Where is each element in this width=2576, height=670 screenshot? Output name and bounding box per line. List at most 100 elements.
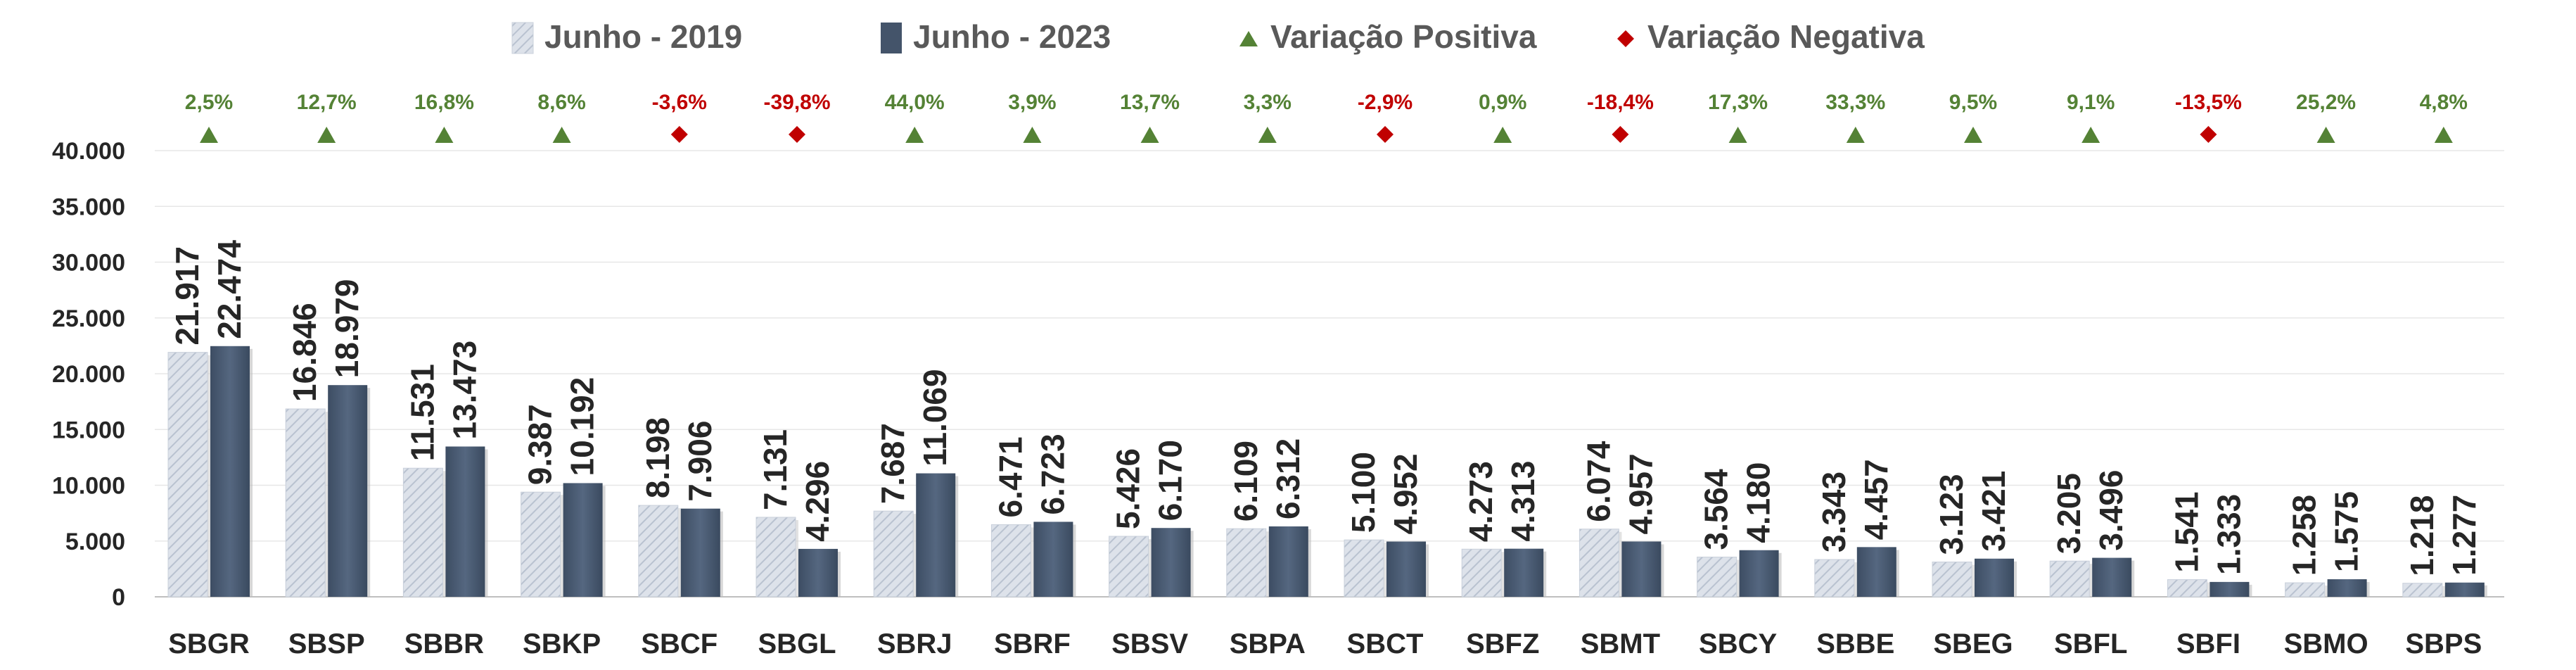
negative-diamond-marker — [1612, 126, 1629, 143]
variation-positive-label: 17,3% — [1708, 91, 1768, 114]
bar-2019 — [1226, 528, 1267, 598]
data-label-2023: 11.069 — [917, 369, 953, 466]
bars — [167, 346, 2487, 598]
positive-triangle-marker — [1140, 127, 1159, 143]
data-label-2023: 4.457 — [1858, 459, 1894, 540]
variation-positive-label: 16,8% — [414, 91, 474, 114]
data-label-2019: 6.109 — [1228, 441, 1264, 522]
negative-diamond-marker — [789, 126, 805, 143]
variation-negative-label: -3,6% — [652, 91, 707, 114]
data-label-2019: 11.531 — [404, 364, 440, 461]
bar-2023 — [1504, 548, 1544, 597]
bar-2019 — [1579, 529, 1619, 598]
bar-2023 — [328, 385, 368, 597]
variation-row: 2,5% 12,7% 16,8% 8,6% -3,6% -39,8% 44,0% 3,9% 13… — [185, 91, 2468, 143]
variation-negative-label: -18,4% — [1587, 91, 1654, 114]
bar-2023 — [1739, 550, 1779, 597]
y-tick-label: 15.000 — [52, 417, 125, 443]
data-label-2023: 4.952 — [1387, 453, 1424, 534]
bar-2023 — [563, 483, 603, 597]
x-category-label: SBCT — [1347, 628, 1424, 659]
variation-negative-label: -2,9% — [1358, 91, 1413, 114]
positive-triangle-marker — [200, 127, 218, 143]
legend-label: Variação Positiva — [1270, 18, 1537, 55]
bar-2019 — [2402, 583, 2443, 598]
y-tick-label: 30.000 — [52, 250, 125, 277]
gridlines — [155, 150, 2504, 598]
legend: Junho - 2019 Junho - 2023 Variação Positiv… — [511, 18, 1925, 55]
data-label-2023: 6.312 — [1270, 438, 1306, 519]
data-label-2019: 5.100 — [1345, 452, 1382, 533]
data-label-2019: 21.917 — [169, 246, 205, 346]
data-label-2019: 3.123 — [1933, 474, 1970, 555]
y-tick-label: 25.000 — [52, 305, 125, 332]
x-category-label: SBGL — [758, 628, 836, 659]
data-label-2023: 13.473 — [446, 341, 483, 440]
data-label-2023: 7.906 — [682, 421, 718, 502]
data-label-2019: 9.387 — [522, 404, 559, 485]
variation-positive-label: 13,7% — [1120, 91, 1180, 114]
bar-2023 — [445, 446, 485, 597]
data-label-2023: 6.723 — [1034, 434, 1071, 514]
legend-swatch-2019 — [511, 22, 534, 54]
data-label-2023: 3.496 — [2093, 469, 2129, 550]
data-label-2023: 4.957 — [1622, 453, 1659, 534]
data-label-2023: 6.170 — [1152, 440, 1189, 521]
y-tick-label: 5.000 — [65, 529, 125, 555]
bar-2019 — [167, 352, 208, 598]
bar-2019 — [1814, 559, 1855, 598]
x-category-label: SBRJ — [877, 628, 952, 659]
bar-2019 — [1344, 539, 1384, 598]
data-label-2019: 3.205 — [2051, 473, 2087, 554]
negative-diamond-marker — [2200, 126, 2217, 143]
variation-positive-label: 3,3% — [1244, 91, 1292, 114]
data-label-2019: 16.846 — [286, 303, 323, 402]
data-label-2019: 7.687 — [874, 423, 911, 504]
positive-triangle-marker — [1493, 127, 1512, 143]
data-label-2019: 4.273 — [1462, 461, 1499, 542]
y-tick-label: 20.000 — [52, 361, 125, 388]
legend-swatch-2023 — [881, 23, 902, 53]
bar-2019 — [873, 510, 914, 598]
positive-triangle-marker — [552, 127, 571, 143]
x-category-label: SBPA — [1230, 628, 1306, 659]
positive-triangle-marker — [1258, 127, 1277, 143]
x-category-label: SBFI — [2176, 628, 2240, 659]
bar-2019 — [1697, 557, 1737, 598]
positive-triangle-marker — [2434, 127, 2453, 143]
positive-triangle-marker — [435, 127, 454, 143]
positive-triangle-marker — [1964, 127, 1982, 143]
legend-label: Junho - 2023 — [913, 18, 1111, 55]
variation-positive-label: 8,6% — [537, 91, 585, 114]
bar-2019 — [2167, 579, 2207, 598]
bar-2019 — [521, 491, 561, 598]
data-label-2019: 3.564 — [1698, 469, 1735, 550]
positive-triangle-marker — [905, 127, 924, 143]
bar-2023 — [1975, 558, 2014, 597]
x-category-label: SBCY — [1699, 628, 1777, 659]
data-label-2019: 5.426 — [1110, 448, 1147, 529]
y-tick-label: 40.000 — [52, 138, 125, 165]
x-category-label: SBFL — [2054, 628, 2127, 659]
data-label-2019: 3.343 — [1816, 472, 1852, 552]
x-category-label: SBGR — [168, 628, 250, 659]
x-category-label: SBBE — [1816, 628, 1894, 659]
legend-triangle-marker — [1239, 31, 1258, 46]
bar-2023 — [210, 346, 250, 597]
bar-2023 — [916, 473, 956, 597]
variation-positive-label: 25,2% — [2296, 91, 2356, 114]
y-axis: 0 5.000 10.000 15.000 20.000 25.000 30.000 35.0… — [52, 138, 125, 611]
bar-2019 — [1461, 548, 1502, 598]
variation-positive-label: 9,1% — [2067, 91, 2115, 114]
x-axis: SBGR SBSP SBBR SBKP SBCF SBGL SBRJ SBRF SBSV SBPA… — [168, 628, 2482, 659]
x-category-label: SBEG — [1933, 628, 2013, 659]
legend-label: Junho - 2019 — [544, 18, 742, 55]
data-label-2023: 3.421 — [1975, 471, 2012, 552]
bar-data-labels: 21.917 22.474 16.846 18.979 11.531 13.473 9.38… — [169, 240, 2482, 576]
x-category-label: SBSP — [288, 628, 365, 659]
y-tick-label: 0 — [112, 584, 125, 611]
bar-2023 — [2210, 581, 2250, 597]
variation-positive-label: 4,8% — [2420, 91, 2468, 114]
variation-positive-label: 12,7% — [297, 91, 357, 114]
